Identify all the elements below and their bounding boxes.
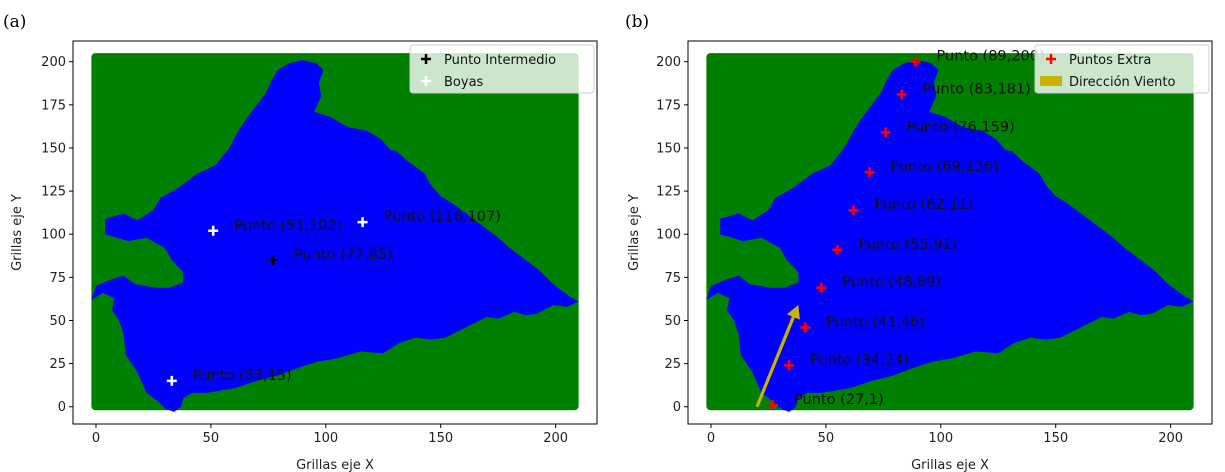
- point-annotation: Punto (69,136): [891, 159, 999, 175]
- point-annotation: Punto (55,91): [858, 237, 957, 253]
- plus-marker: [896, 89, 907, 100]
- data-point: [832, 244, 843, 255]
- y-tick-label: 75: [664, 271, 681, 286]
- panel-label: (a): [3, 12, 26, 32]
- data-point: [910, 56, 921, 67]
- y-tick-label: 175: [656, 98, 681, 113]
- y-axis-label: Grillas eje Y: [10, 194, 25, 271]
- point-annotation: Punto (27,1): [794, 392, 884, 408]
- y-tick-label: 0: [673, 400, 681, 415]
- plus-marker: [910, 56, 921, 67]
- x-tick-label: 200: [543, 431, 568, 446]
- point-annotation: Punto (76,159): [907, 119, 1015, 135]
- y-tick-label: 0: [58, 400, 66, 415]
- wind-direction-arrow: [755, 305, 800, 408]
- legend: Puntos Extra Dirección Viento: [1034, 44, 1210, 94]
- x-axis-label: Grillas eje X: [296, 458, 374, 472]
- x-tick-label: 50: [818, 431, 835, 446]
- y-tick-label: 25: [49, 357, 66, 372]
- y-tick-label: 200: [656, 55, 681, 70]
- legend-label: Puntos Extra: [1069, 53, 1151, 68]
- data-point: [848, 205, 859, 216]
- data-point: [800, 322, 811, 333]
- y-tick-label: 100: [41, 228, 66, 243]
- y-tick-label: 75: [49, 271, 66, 286]
- chart-panel-a: (a) 0 50 100 150 200 0 25 50 75 100 125 150 175 200 Gri…: [3, 12, 598, 472]
- x-tick-label: 100: [928, 431, 953, 446]
- data-point: [357, 217, 368, 228]
- plus-marker: [357, 217, 368, 228]
- y-tick-label: 25: [664, 357, 681, 372]
- y-tick-label: 175: [41, 98, 66, 113]
- point-annotation: Punto (83,181): [923, 81, 1031, 97]
- legend-patch: [1040, 76, 1062, 86]
- point-annotation: Punto (34,24): [810, 352, 909, 368]
- point-annotation: Punto (41,46): [826, 314, 925, 330]
- lake-region: [91, 60, 579, 412]
- axes-frame: [72, 40, 598, 425]
- x-tick-label: 150: [1043, 431, 1068, 446]
- y-tick-label: 100: [656, 228, 681, 243]
- legend-marker: [1046, 54, 1056, 64]
- legend: Punto Intermedio Boyas: [409, 44, 595, 94]
- plus-marker: [816, 282, 827, 293]
- plus-marker: [208, 225, 219, 236]
- point-annotation: Punto (89,200): [937, 49, 1045, 65]
- x-tick-label: 200: [1158, 431, 1183, 446]
- y-tick-label: 50: [49, 314, 66, 329]
- plus-marker: [848, 205, 859, 216]
- y-tick-label: 200: [41, 55, 66, 70]
- data-point: [816, 282, 827, 293]
- x-axis-label: Grillas eje X: [911, 458, 989, 472]
- plus-marker: [166, 375, 177, 386]
- point-annotation: Punto (116,107): [384, 209, 501, 225]
- data-point: [864, 167, 875, 178]
- axes-frame: [687, 40, 1213, 425]
- chart-panel-b: (b) 0 50 100 150 200 0 25 50 75 100 125 150 175 200 Gri…: [625, 12, 1213, 472]
- y-tick-label: 150: [656, 141, 681, 156]
- x-tick-label: 0: [92, 431, 100, 446]
- y-tick-label: 125: [41, 185, 66, 200]
- plus-marker: [864, 167, 875, 178]
- legend-label: Punto Intermedio: [444, 53, 556, 68]
- plus-marker: [832, 244, 843, 255]
- y-axis-label: Grillas eje Y: [627, 194, 642, 271]
- point-annotation: Punto (48,69): [842, 275, 941, 291]
- data-point: [166, 375, 177, 386]
- legend-box: [1034, 44, 1210, 94]
- x-tick-label: 0: [707, 431, 715, 446]
- plus-marker: [768, 400, 779, 411]
- plus-marker: [267, 255, 278, 266]
- panel-label: (b): [625, 12, 649, 32]
- legend-marker: [421, 54, 431, 64]
- legend-label: Boyas: [444, 75, 484, 90]
- y-tick-label: 150: [41, 141, 66, 156]
- data-point: [880, 127, 891, 138]
- data-point: [896, 89, 907, 100]
- point-annotation: Punto (62,11): [874, 197, 973, 213]
- legend-box: [409, 44, 595, 94]
- lake-region: [706, 60, 1194, 412]
- data-point: [784, 360, 795, 371]
- data-point: [267, 255, 278, 266]
- plus-marker: [880, 127, 891, 138]
- plus-marker: [800, 322, 811, 333]
- point-annotation: Punto (77,85): [294, 247, 393, 263]
- x-tick-label: 100: [313, 431, 338, 446]
- y-tick-label: 125: [656, 185, 681, 200]
- point-annotation: Punto (51,102): [234, 218, 342, 234]
- data-point: [208, 225, 219, 236]
- plus-marker: [784, 360, 795, 371]
- y-tick-label: 50: [664, 314, 681, 329]
- x-tick-label: 50: [203, 431, 220, 446]
- point-annotation: Punto (33,15): [193, 368, 292, 384]
- x-tick-label: 150: [428, 431, 453, 446]
- legend-label: Dirección Viento: [1069, 75, 1175, 90]
- data-point: [768, 400, 779, 411]
- legend-marker: [421, 76, 431, 86]
